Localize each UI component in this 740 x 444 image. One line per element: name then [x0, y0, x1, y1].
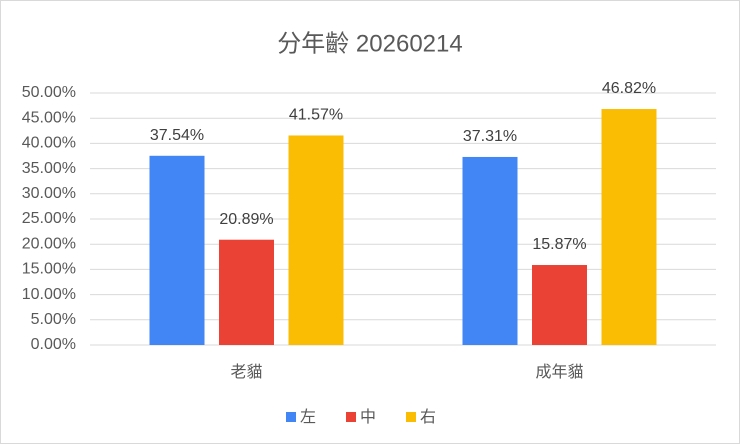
y-tick-label: 10.00%: [22, 286, 76, 303]
bar: [601, 109, 657, 346]
legend-label: 右: [420, 408, 436, 426]
y-tick-label: 5.00%: [31, 311, 76, 328]
y-tick-label: 40.00%: [22, 135, 76, 152]
bar: [532, 265, 587, 345]
x-tick-label: 老貓: [230, 363, 262, 381]
y-tick-label: 30.00%: [22, 185, 76, 202]
y-tick-label: 45.00%: [22, 109, 76, 126]
value-label: 37.31%: [463, 128, 517, 145]
bar: [288, 135, 344, 345]
chart-title: 分年齡 20260214: [277, 30, 462, 57]
value-label: 46.82%: [602, 80, 656, 97]
bar: [462, 156, 518, 345]
y-tick-label: 0.00%: [31, 336, 76, 353]
legend-label: 左: [300, 408, 316, 426]
value-label: 37.54%: [150, 127, 204, 144]
value-label: 20.89%: [219, 211, 273, 228]
legend-swatch: [346, 412, 356, 422]
legend-swatch: [406, 412, 416, 422]
y-tick-label: 15.00%: [22, 261, 76, 278]
y-tick-label: 50.00%: [22, 84, 76, 101]
value-label: 15.87%: [532, 236, 586, 253]
legend-swatch: [286, 412, 296, 422]
y-tick-label: 35.00%: [22, 160, 76, 177]
y-tick-label: 20.00%: [22, 235, 76, 252]
x-tick-label: 成年貓: [535, 363, 583, 381]
bar: [219, 239, 274, 345]
value-label: 41.57%: [289, 107, 343, 124]
bar: [149, 155, 205, 345]
y-tick-label: 25.00%: [22, 210, 76, 227]
legend-label: 中: [360, 408, 376, 426]
